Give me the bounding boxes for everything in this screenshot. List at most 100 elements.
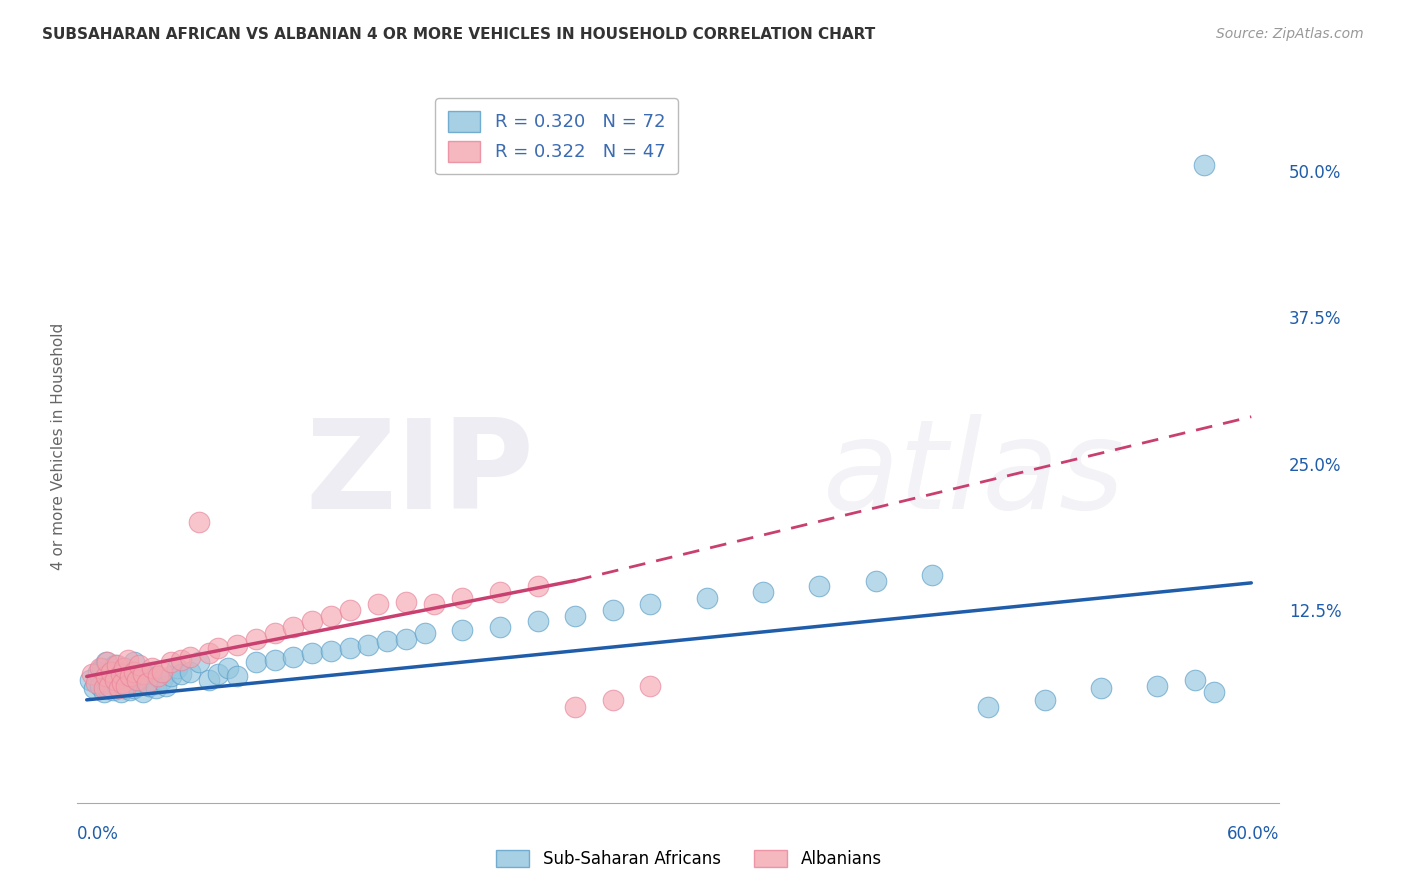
Point bbox=[602, 693, 624, 707]
Point bbox=[1194, 158, 1216, 172]
Point bbox=[101, 683, 124, 698]
Point bbox=[117, 653, 139, 667]
Point bbox=[169, 653, 191, 667]
Point bbox=[977, 699, 1000, 714]
Point bbox=[141, 661, 163, 675]
Point bbox=[135, 676, 157, 690]
Point bbox=[375, 634, 398, 648]
Point bbox=[1202, 684, 1225, 698]
Point bbox=[122, 656, 145, 670]
Point bbox=[188, 656, 211, 670]
Point bbox=[160, 656, 183, 670]
Point bbox=[121, 665, 143, 679]
Point bbox=[150, 665, 173, 679]
Point bbox=[1090, 681, 1112, 695]
Point bbox=[263, 626, 285, 640]
Point bbox=[166, 661, 188, 675]
Point bbox=[115, 676, 138, 690]
Point bbox=[83, 681, 105, 695]
Point bbox=[134, 667, 156, 681]
Point bbox=[155, 679, 177, 693]
Point bbox=[141, 665, 163, 679]
Point bbox=[564, 699, 586, 714]
Legend: Sub-Saharan Africans, Albanians: Sub-Saharan Africans, Albanians bbox=[489, 843, 889, 875]
Point bbox=[319, 608, 342, 623]
Point bbox=[82, 667, 104, 681]
Point bbox=[638, 679, 661, 693]
Point bbox=[87, 665, 110, 679]
Point bbox=[94, 669, 117, 683]
Point bbox=[696, 591, 718, 605]
Point bbox=[339, 603, 361, 617]
Point bbox=[127, 679, 149, 693]
Point bbox=[198, 673, 221, 687]
Point bbox=[526, 579, 548, 593]
Point bbox=[207, 667, 229, 681]
Point bbox=[132, 667, 155, 681]
Point bbox=[808, 579, 831, 593]
Point bbox=[263, 653, 285, 667]
Point bbox=[115, 679, 138, 693]
Point bbox=[90, 661, 112, 675]
Point bbox=[105, 657, 128, 672]
Text: 60.0%: 60.0% bbox=[1227, 825, 1279, 843]
Point bbox=[179, 665, 201, 679]
Point bbox=[122, 665, 145, 679]
Point bbox=[98, 676, 121, 690]
Point bbox=[217, 661, 239, 675]
Point bbox=[865, 574, 887, 588]
Legend: R = 0.320   N = 72, R = 0.322   N = 47: R = 0.320 N = 72, R = 0.322 N = 47 bbox=[434, 98, 678, 174]
Point bbox=[111, 673, 134, 687]
Point bbox=[526, 615, 548, 629]
Point bbox=[602, 603, 624, 617]
Point bbox=[112, 681, 135, 695]
Point bbox=[110, 667, 132, 681]
Point bbox=[104, 657, 127, 672]
Point bbox=[89, 679, 111, 693]
Point bbox=[207, 641, 229, 656]
Point bbox=[118, 683, 141, 698]
Point bbox=[94, 656, 117, 670]
Point bbox=[451, 591, 474, 605]
Point bbox=[107, 665, 129, 679]
Point bbox=[160, 669, 183, 683]
Point bbox=[638, 597, 661, 611]
Text: 0.0%: 0.0% bbox=[77, 825, 120, 843]
Point bbox=[118, 669, 141, 683]
Point bbox=[367, 597, 389, 611]
Point bbox=[145, 681, 167, 695]
Point bbox=[301, 615, 323, 629]
Point bbox=[138, 679, 160, 693]
Point bbox=[319, 644, 342, 658]
Point bbox=[245, 632, 267, 646]
Point bbox=[423, 597, 446, 611]
Point bbox=[146, 669, 169, 683]
Point bbox=[107, 681, 129, 695]
Point bbox=[283, 649, 305, 664]
Point bbox=[226, 638, 249, 652]
Point bbox=[117, 669, 139, 683]
Point bbox=[226, 669, 249, 683]
Point bbox=[128, 657, 150, 672]
Point bbox=[489, 585, 512, 599]
Point bbox=[122, 681, 145, 695]
Text: ZIP: ZIP bbox=[305, 414, 534, 535]
Point bbox=[395, 632, 418, 646]
Point bbox=[104, 672, 127, 686]
Point bbox=[245, 656, 267, 670]
Point bbox=[132, 684, 155, 698]
Text: SUBSAHARAN AFRICAN VS ALBANIAN 4 OR MORE VEHICLES IN HOUSEHOLD CORRELATION CHART: SUBSAHARAN AFRICAN VS ALBANIAN 4 OR MORE… bbox=[42, 27, 876, 42]
Point bbox=[93, 681, 115, 695]
Text: Source: ZipAtlas.com: Source: ZipAtlas.com bbox=[1216, 27, 1364, 41]
Point bbox=[489, 620, 512, 634]
Point bbox=[93, 684, 115, 698]
Point bbox=[150, 673, 173, 687]
Y-axis label: 4 or more Vehicles in Household: 4 or more Vehicles in Household bbox=[51, 322, 66, 570]
Point bbox=[283, 620, 305, 634]
Point bbox=[357, 638, 380, 652]
Point bbox=[1184, 673, 1206, 687]
Point bbox=[79, 673, 101, 687]
Point bbox=[84, 676, 107, 690]
Point bbox=[451, 623, 474, 637]
Point bbox=[1033, 693, 1056, 707]
